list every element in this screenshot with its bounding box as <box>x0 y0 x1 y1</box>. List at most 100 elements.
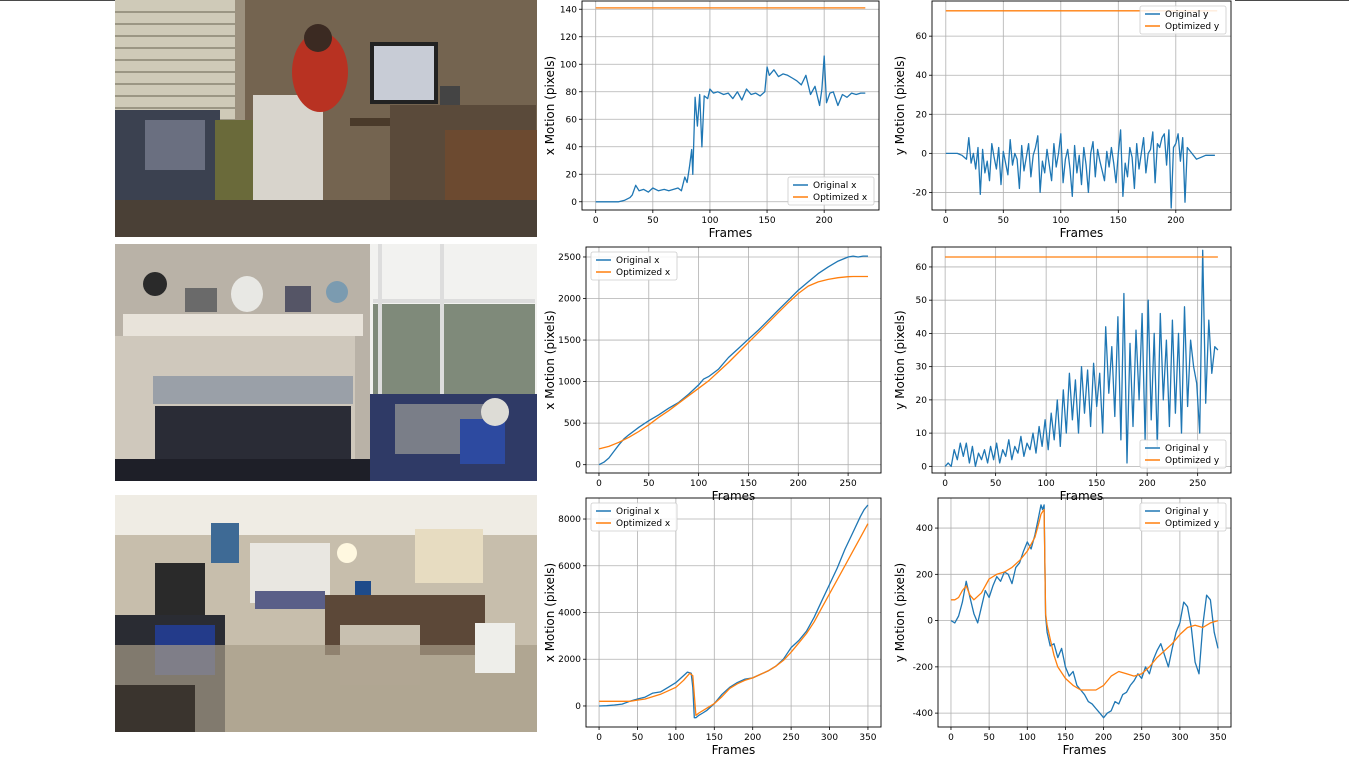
chart-1-plot-frame <box>581 0 880 211</box>
chart-3-xtick-label-50: 50 <box>643 479 655 489</box>
chart-1-ylabel: x Motion (pixels) <box>543 56 557 155</box>
chart-3-series-optimized <box>598 275 868 450</box>
chart-5-xtick-label-300: 300 <box>821 733 838 743</box>
chart-5-legend-label-original: Original x <box>616 507 660 517</box>
chart-1-xtick-label-100: 100 <box>701 216 718 226</box>
chart-2-xtick-label-100: 100 <box>1052 216 1069 226</box>
chart-4-xtick-label-150: 150 <box>1088 479 1105 489</box>
chart-1-xtick-label-200: 200 <box>816 216 833 226</box>
chart-5-xtick-label-0: 0 <box>596 733 602 743</box>
top-rule-left <box>0 0 115 1</box>
chart-3-ytick-label-2500: 2500 <box>558 253 581 263</box>
chart-4-ytick-label-40: 40 <box>916 329 928 339</box>
chart-3-legend-label-original: Original x <box>616 256 660 266</box>
chart-4-xlabel: Frames <box>1060 489 1104 503</box>
chart-2-series-original <box>945 129 1215 209</box>
chart-1-ytick-label-60: 60 <box>566 115 578 125</box>
chart-5-ytick-label-4000: 4000 <box>558 609 581 619</box>
chart-6-xtick-label-200: 200 <box>1095 733 1112 743</box>
chart-1-ytick-label-120: 120 <box>560 33 577 43</box>
piano-living-room-photo <box>115 244 537 481</box>
chart-4-plot-frame <box>931 246 1232 474</box>
chart-5-xtick-label-50: 50 <box>632 733 644 743</box>
chart-4-ylabel: y Motion (pixels) <box>893 310 907 409</box>
chart-3-xtick-label-250: 250 <box>840 479 857 489</box>
chart-2-xtick-label-0: 0 <box>943 216 949 226</box>
chart-1-x-motion: 0 50 100 150 200 0 20 40 60 80 100 120 140 Frames x Mo… <box>543 0 880 240</box>
chart-3-xlabel: Frames <box>712 489 756 503</box>
chart-2-ytick-label-40: 40 <box>916 71 928 81</box>
chart-5-series-original <box>599 504 869 719</box>
chart-3-xtick-label-150: 150 <box>740 479 757 489</box>
chart-6-xtick-label-50: 50 <box>983 733 995 743</box>
chart-6-xtick-label-0: 0 <box>948 733 954 743</box>
chart-2-legend-label-original: Original y <box>1165 10 1209 20</box>
chart-5-legend-box <box>590 502 678 532</box>
chart-6-ytick-label--400: -400 <box>913 709 934 719</box>
chart-6-series-optimized <box>951 508 1219 691</box>
chart-3-legend-box <box>590 251 678 281</box>
chart-3-legend: Original x Optimized x <box>590 251 678 281</box>
chart-1-xlabel: Frames <box>709 226 753 240</box>
chart-3-ytick-label-500: 500 <box>564 419 581 429</box>
chart-6-ytick-label-200: 200 <box>916 570 933 580</box>
chart-2-ylabel: y Motion (pixels) <box>893 56 907 155</box>
chart-2-xtick-label-200: 200 <box>1167 216 1184 226</box>
chart-5-series-optimized <box>599 523 869 716</box>
chart-5-ytick-label-0: 0 <box>575 702 581 712</box>
chart-4-ytick-label-20: 20 <box>916 396 928 406</box>
chart-2-legend-box <box>1139 5 1227 35</box>
chart-4-legend-box <box>1139 439 1227 469</box>
chart-6-legend-label-optimized: Optimized y <box>1165 519 1220 529</box>
chart-1-xtick-label-50: 50 <box>647 216 659 226</box>
chart-3-xtick-label-0: 0 <box>596 479 602 489</box>
chart-6-ytick-label--200: -200 <box>913 663 934 673</box>
chart-2-ytick-label-60: 60 <box>916 32 928 42</box>
chart-1-legend-box <box>787 176 875 206</box>
chart-4-xtick-label-100: 100 <box>1038 479 1055 489</box>
office-desk-photo <box>115 0 537 237</box>
chart-4-legend-label-original: Original y <box>1165 444 1209 454</box>
chart-5-legend: Original x Optimized x <box>590 502 678 532</box>
chart-1-ytick-label-80: 80 <box>566 88 578 98</box>
chart-3-series-original <box>598 255 868 466</box>
chart-5-xtick-label-250: 250 <box>783 733 800 743</box>
chart-4-ytick-label-30: 30 <box>916 363 928 373</box>
chart-4-ytick-label-0: 0 <box>921 462 927 472</box>
chart-1-ytick-label-40: 40 <box>566 143 578 153</box>
chart-1-xtick-label-0: 0 <box>593 216 599 226</box>
chart-4-y-motion: 0 50 100 150 200 250 0 10 20 30 40 50 60 Frames y Moti… <box>893 246 1232 503</box>
chart-3-ytick-label-0: 0 <box>575 461 581 471</box>
chart-6-legend: Original y Optimized y <box>1139 502 1227 532</box>
chart-6-xtick-label-250: 250 <box>1133 733 1150 743</box>
chart-4-xtick-label-50: 50 <box>990 479 1002 489</box>
chart-1-ytick-label-0: 0 <box>571 198 577 208</box>
chart-6-legend-label-original: Original y <box>1165 507 1209 517</box>
chart-2-plot-frame <box>931 0 1232 211</box>
chart-6-xtick-label-300: 300 <box>1171 733 1188 743</box>
chart-1-xtick-label-150: 150 <box>758 216 775 226</box>
chart-6-series-original <box>950 504 1219 719</box>
chart-5-legend-label-optimized: Optimized x <box>616 519 671 529</box>
chart-6-ylabel: y Motion (pixels) <box>893 563 907 662</box>
chart-6-legend-box <box>1139 502 1227 532</box>
chart-1-ytick-label-140: 140 <box>560 5 577 15</box>
chart-4-ytick-label-60: 60 <box>916 263 928 273</box>
chart-4-ytick-label-10: 10 <box>916 429 928 439</box>
chart-2-xtick-label-50: 50 <box>998 216 1010 226</box>
chart-1-legend: Original x Optimized x <box>787 176 875 206</box>
chart-2-y-motion: 0 50 100 150 200 -20 0 20 40 60 Frames y Motion (pi… <box>893 0 1232 240</box>
chart-1-legend-label-optimized: Optimized x <box>813 193 868 203</box>
chart-5-ytick-label-2000: 2000 <box>558 655 581 665</box>
chart-2-ytick-label-20: 20 <box>916 110 928 120</box>
chart-4-xtick-label-0: 0 <box>942 479 948 489</box>
chart-3-ytick-label-2000: 2000 <box>558 295 581 305</box>
chart-1-legend-label-original: Original x <box>813 181 857 191</box>
chart-3-xtick-label-100: 100 <box>690 479 707 489</box>
chart-2-xtick-label-150: 150 <box>1110 216 1127 226</box>
chart-4-xtick-label-250: 250 <box>1189 479 1206 489</box>
wide-angle-living-room-photo <box>115 495 537 732</box>
chart-5-x-motion: 0 50 100 150 200 250 300 350 0 2000 4000 6000 8000 Fr… <box>543 497 882 757</box>
chart-5-xtick-label-100: 100 <box>667 733 684 743</box>
chart-5-xtick-label-350: 350 <box>859 733 876 743</box>
